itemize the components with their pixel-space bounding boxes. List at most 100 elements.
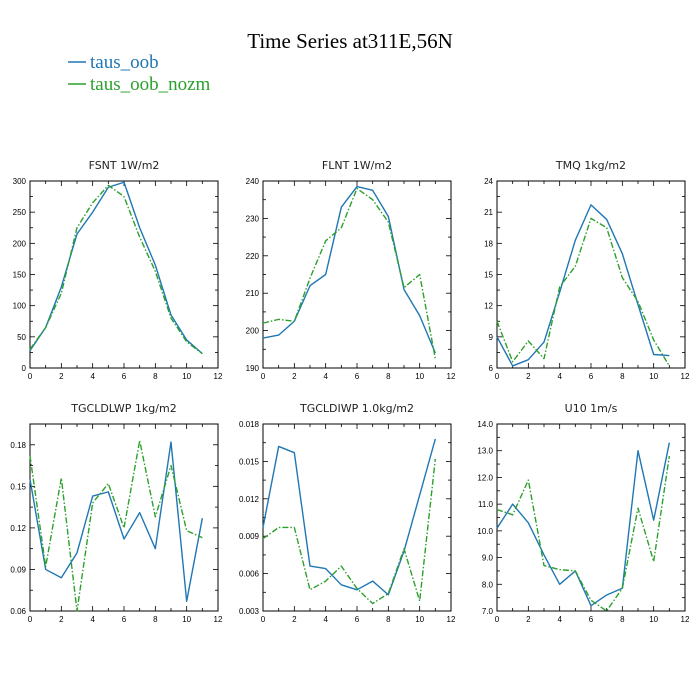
y-tick-label: 220 (246, 252, 260, 261)
y-tick-label: 13.0 (477, 447, 493, 456)
y-tick-label: 0.12 (10, 524, 26, 533)
y-tick-label: 0.009 (239, 532, 260, 541)
plot-frame (29, 180, 219, 369)
series-line-taus-oob-nozm (29, 439, 203, 612)
y-tick-label: 14.0 (477, 420, 493, 429)
x-tick-label: 6 (589, 615, 594, 624)
x-tick-label: 2 (526, 372, 531, 381)
y-tick-label: 200 (13, 239, 27, 248)
x-tick-label: 6 (122, 615, 127, 624)
y-tick-label: 8.0 (482, 580, 494, 589)
y-tick-label: 24 (484, 177, 493, 186)
x-tick-label: 6 (589, 372, 594, 381)
x-tick-label: 2 (292, 615, 297, 624)
series-line-taus-oob (262, 185, 436, 354)
x-tick-label: 0 (261, 372, 266, 381)
chart-panel: FLNT 1W/m2 0 2 4 6 8 10 12 190 200 210 220 230 240 (246, 159, 456, 381)
series-line-taus-oob (29, 181, 203, 355)
y-tick-label: 6 (489, 364, 494, 373)
plot-frame (496, 423, 686, 612)
y-tick-label: 0.15 (10, 482, 26, 491)
y-tick-label: 0.018 (239, 420, 260, 429)
series-line-taus-oob-nozm (29, 184, 203, 355)
x-tick-label: 0 (28, 615, 33, 624)
x-tick-label: 6 (122, 372, 127, 381)
x-tick-label: 4 (323, 372, 328, 381)
y-tick-label: 9 (489, 333, 494, 342)
x-tick-label: 2 (59, 615, 64, 624)
y-tick-label: 100 (13, 302, 27, 311)
chart-panel: FSNT 1W/m2 0 2 4 6 8 10 12 0 50 100 150 200 250 300 (13, 159, 223, 381)
y-tick-label: 190 (246, 364, 260, 373)
y-tick-label: 0.015 (239, 457, 260, 466)
y-tick-label: 50 (17, 333, 26, 342)
panel-title: TGCLDLWP 1kg/m2 (70, 402, 176, 415)
y-tick-label: 300 (13, 177, 27, 186)
y-tick-label: 0.006 (239, 570, 260, 579)
x-tick-label: 12 (214, 372, 223, 381)
y-tick-label: 0.06 (10, 607, 26, 616)
x-tick-label: 2 (292, 372, 297, 381)
series-line-taus-oob (29, 441, 204, 602)
y-tick-label: 0.012 (239, 495, 260, 504)
y-tick-label: 18 (484, 239, 493, 248)
y-tick-label: 11.0 (478, 500, 494, 509)
x-tick-label: 12 (681, 615, 690, 624)
x-tick-label: 10 (649, 615, 658, 624)
y-tick-label: 200 (246, 327, 260, 336)
x-tick-label: 4 (323, 615, 328, 624)
x-tick-label: 4 (557, 372, 562, 381)
series-line-taus-oob-nozm (496, 217, 670, 367)
y-tick-label: 150 (13, 271, 27, 280)
chart-panels: FSNT 1W/m20 2 4 6 8 10 12050100150200250300FLN… (10, 159, 690, 624)
x-tick-label: 12 (214, 615, 223, 624)
x-tick-label: 8 (153, 372, 158, 381)
y-tick-label: 250 (13, 208, 27, 217)
panel-title: TGCLDIWP 1.0kg/m2 (299, 402, 414, 415)
x-tick-label: 4 (90, 615, 95, 624)
chart-panel: TGCLDLWP 1kg/m2 0 2 4 6 8 10 12 0.06 0.09 0.12 0.15… (10, 402, 223, 624)
y-tick-label: 0.18 (10, 441, 26, 450)
panel-title: FSNT 1W/m2 (89, 159, 160, 172)
plot-frame (262, 180, 452, 369)
x-tick-label: 4 (90, 372, 95, 381)
x-tick-label: 10 (649, 372, 658, 381)
series-line-taus-oob (262, 438, 437, 596)
y-tick-label: 7.0 (482, 607, 494, 616)
series-line-taus-oob-nozm (496, 455, 671, 612)
x-tick-label: 8 (153, 615, 158, 624)
y-tick-label: 12 (484, 302, 493, 311)
x-tick-label: 8 (620, 615, 625, 624)
x-tick-label: 10 (182, 615, 191, 624)
panel-title: TMQ 1kg/m2 (555, 159, 626, 172)
x-tick-label: 0 (261, 615, 266, 624)
x-tick-label: 10 (415, 615, 424, 624)
y-tick-label: 21 (484, 208, 493, 217)
figure-title: Time Series at311E,56N (247, 29, 453, 53)
panel-title: FLNT 1W/m2 (322, 159, 392, 172)
x-tick-label: 8 (386, 372, 391, 381)
x-tick-label: 2 (526, 615, 531, 624)
y-tick-label: 0.09 (10, 565, 26, 574)
panel-title: U10 1m/s (565, 402, 618, 415)
legend-label-taus-oob-nozm: taus_oob_nozm (90, 74, 211, 95)
y-tick-label: 0.003 (239, 607, 260, 616)
y-tick-label: 10.0 (477, 527, 493, 536)
y-tick-label: 240 (246, 177, 260, 186)
x-tick-label: 0 (495, 372, 500, 381)
x-tick-label: 6 (355, 372, 360, 381)
chart-panel: U10 1m/s 0 2 4 6 8 10 12 7.0 8.0 9.0 10.0 11.0 12.0 13… (477, 402, 690, 624)
series-line-taus-oob (496, 442, 671, 607)
plot-frame (496, 180, 686, 369)
series-line-taus-oob-nozm (262, 187, 437, 359)
series-line-taus-oob-nozm (262, 458, 437, 605)
series-line-taus-oob (496, 204, 670, 367)
x-tick-label: 8 (620, 372, 625, 381)
legend: taus_oob taus_oob_nozm (68, 52, 211, 95)
y-tick-label: 15 (484, 271, 493, 280)
x-tick-label: 8 (386, 615, 391, 624)
x-tick-label: 12 (447, 372, 456, 381)
y-tick-label: 0 (22, 364, 27, 373)
